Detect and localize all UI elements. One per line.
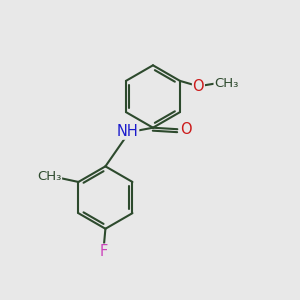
Text: F: F [100, 244, 108, 259]
Text: O: O [193, 79, 204, 94]
Text: O: O [180, 122, 191, 137]
Text: NH: NH [117, 124, 139, 139]
Text: CH₃: CH₃ [37, 169, 62, 182]
Text: CH₃: CH₃ [214, 77, 238, 90]
